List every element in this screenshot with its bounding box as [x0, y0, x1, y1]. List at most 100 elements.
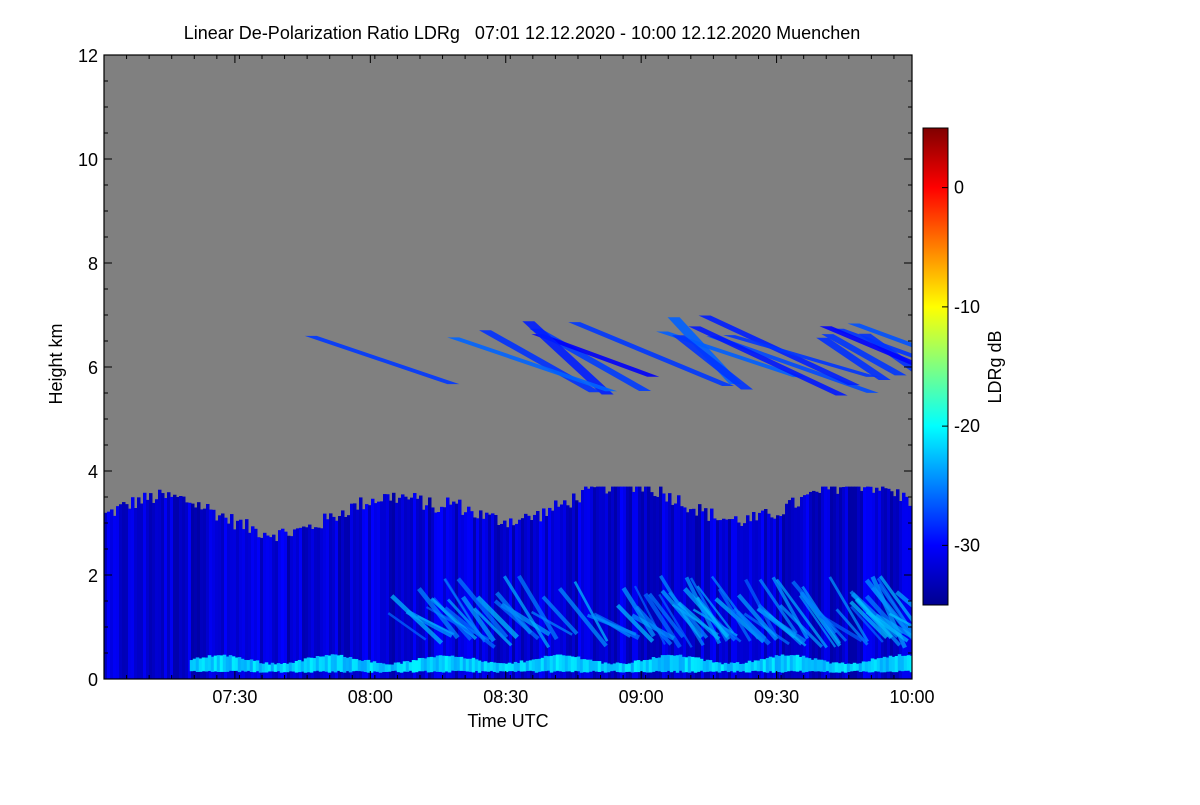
heatmap-cell [536, 511, 540, 679]
heatmap-cell [573, 657, 578, 671]
heatmap-cell [315, 656, 320, 671]
heatmap-cell [494, 514, 498, 679]
heatmap-cell [444, 655, 449, 672]
heatmap-cell [192, 658, 197, 671]
heatmap-cell [608, 491, 612, 679]
heatmap-cell [744, 662, 749, 673]
heatmap-cell [374, 503, 378, 679]
heatmap-cell [152, 502, 156, 679]
heatmap-cell [318, 656, 323, 672]
heatmap-cell [857, 486, 861, 679]
heatmap-cell [167, 492, 171, 679]
heatmap-cell [236, 520, 240, 679]
heatmap-cell [731, 519, 735, 679]
heatmap-cell [713, 518, 717, 679]
heatmap-cell [554, 500, 558, 679]
heatmap-cell [732, 663, 737, 673]
heatmap-cell [305, 527, 309, 679]
heatmap-cell [551, 510, 555, 679]
x-tick-label: 09:00 [619, 687, 664, 707]
heatmap-cell [377, 501, 381, 679]
heatmap-cell [198, 658, 203, 672]
heatmap-cell [516, 663, 521, 671]
heatmap-cell [807, 658, 812, 672]
heatmap-cell [447, 656, 452, 673]
heatmap-cell [575, 500, 579, 679]
heatmap-cell [586, 613, 637, 636]
heatmap-cell [176, 496, 180, 679]
heatmap-cell [317, 527, 321, 679]
heatmap-cell [128, 508, 132, 679]
heatmap-cell [882, 656, 887, 673]
heatmap-cell [909, 655, 912, 673]
heatmap-cell [864, 578, 912, 637]
y-tick-label: 12 [78, 46, 98, 66]
heatmap-cell [648, 592, 685, 639]
heatmap-cell [161, 493, 165, 679]
heatmap-cell [215, 520, 219, 679]
heatmap-cells [104, 315, 912, 679]
heatmap-cell [870, 658, 875, 673]
heatmap-cell [218, 515, 222, 679]
heatmap-cell [615, 662, 620, 673]
heatmap-cell [762, 659, 767, 673]
heatmap-cell [464, 512, 468, 679]
heatmap-cell [354, 659, 359, 671]
heatmap-cell [684, 657, 689, 673]
heatmap-cell [761, 510, 765, 679]
heatmap-cell [627, 663, 632, 672]
heatmap-cell [845, 486, 849, 679]
heatmap-cell [798, 656, 803, 671]
heatmap-cell [263, 532, 267, 679]
heatmap-cell [734, 516, 738, 679]
heatmap-cell [812, 490, 816, 679]
y-axis: 0 2 4 6 8 10 12 [78, 46, 912, 690]
heatmap-feature [816, 323, 912, 380]
heatmap-cell [797, 506, 801, 679]
x-tick-label: 08:00 [348, 687, 393, 707]
heatmap-cell [534, 659, 539, 673]
heatmap-cell [710, 575, 760, 640]
heatmap-cell [767, 513, 771, 679]
heatmap-cell [891, 656, 896, 673]
heatmap-cell [693, 657, 698, 673]
heatmap-cell [456, 656, 461, 671]
heatmap-cell [225, 656, 230, 672]
heatmap-cell [416, 498, 420, 679]
heatmap-cell [876, 577, 912, 634]
heatmap-cell [680, 506, 684, 679]
heatmap-cell [588, 659, 593, 672]
x-tick-label: 08:30 [483, 687, 528, 707]
heatmap-cell [110, 509, 114, 679]
heatmap-cell [287, 535, 291, 679]
heatmap-cell [456, 577, 509, 639]
heatmap-cell [855, 663, 860, 671]
heatmap-cell [390, 664, 395, 671]
heatmap-cell [803, 495, 807, 679]
heatmap-cell [528, 660, 533, 671]
heatmap-cell [332, 516, 336, 679]
heatmap-cell [572, 493, 576, 679]
heatmap-cell [239, 519, 243, 679]
heatmap-cell [569, 507, 573, 679]
heatmap-cell [468, 658, 473, 672]
heatmap-cell [359, 497, 363, 679]
heatmap-cell [360, 660, 365, 672]
heatmap-cell [491, 513, 495, 679]
heatmap-cell [687, 656, 692, 673]
heatmap-cell [300, 661, 305, 672]
heatmap-cell [251, 526, 255, 679]
heatmap-cell [513, 661, 518, 672]
heatmap-cell [780, 654, 785, 673]
heatmap-cell [641, 491, 645, 679]
heatmap-cell [900, 655, 905, 672]
heatmap-cell [158, 489, 162, 679]
heatmap-cell [771, 576, 809, 640]
heatmap-cell [311, 528, 315, 679]
heatmap-cell [336, 655, 341, 671]
heatmap-cell [847, 323, 912, 348]
heatmap-cell [260, 537, 264, 679]
heatmap-cell [873, 659, 878, 672]
heatmap-cell [119, 504, 123, 679]
heatmap-cell [860, 490, 864, 679]
